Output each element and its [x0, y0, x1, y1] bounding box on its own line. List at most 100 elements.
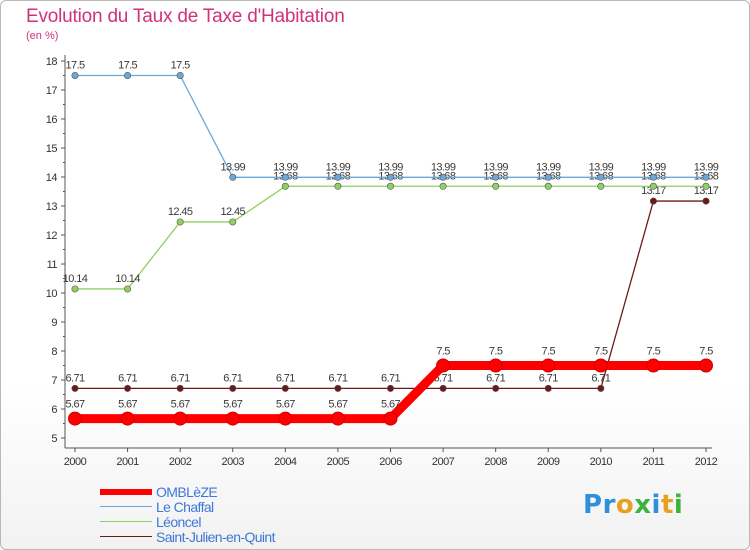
- data-label: 13.17: [694, 185, 719, 197]
- data-point: [176, 384, 184, 392]
- proxiti-logo: Proxiti: [583, 490, 683, 520]
- data-point: [281, 173, 289, 181]
- data-point: [278, 411, 293, 426]
- series-line: [74, 185, 707, 290]
- data-label: 7.5: [542, 346, 556, 358]
- data-point: [386, 173, 394, 181]
- y-tick-label: 8: [51, 346, 57, 358]
- data-point: [71, 285, 79, 293]
- legend-item: Le Chaffal: [100, 499, 275, 515]
- data-point: [544, 173, 552, 181]
- data-label: 7.5: [699, 346, 713, 358]
- data-label: 5.67: [223, 399, 242, 411]
- data-point: [649, 173, 657, 181]
- data-label: 13.99: [483, 161, 508, 173]
- data-point: [334, 384, 342, 392]
- data-point: [281, 384, 289, 392]
- data-label: 13.99: [378, 161, 403, 173]
- data-point: [699, 358, 713, 373]
- data-point: [229, 384, 237, 392]
- data-point: [124, 384, 132, 392]
- data-point: [702, 182, 710, 190]
- y-tick-label: 13: [46, 201, 58, 213]
- data-point: [541, 358, 556, 373]
- data-point: [334, 182, 342, 190]
- data-label: 13.99: [326, 161, 351, 173]
- chart-unit-label: (en %): [26, 30, 59, 42]
- legend-swatch-saint-julien: [100, 536, 152, 537]
- x-tick-label: 2012: [695, 456, 718, 468]
- data-label: 13.99: [694, 161, 719, 173]
- logo-letter: r: [602, 490, 616, 520]
- legend-swatch-le-chaffal: [100, 506, 152, 507]
- data-label: 5.67: [171, 399, 190, 411]
- data-point: [488, 358, 503, 373]
- data-point: [334, 173, 342, 181]
- data-point: [593, 358, 608, 373]
- data-point: [383, 411, 398, 426]
- logo-letter: t: [660, 490, 674, 520]
- data-point: [124, 285, 132, 293]
- series-line: [74, 200, 707, 390]
- data-label: 6.71: [276, 372, 295, 384]
- data-label: 13.17: [641, 185, 666, 197]
- legend-label: Léoncel: [156, 513, 201, 530]
- data-point: [71, 72, 79, 80]
- legend-item: Léoncel: [100, 513, 275, 530]
- y-tick-label: 6: [51, 404, 57, 416]
- data-point: [71, 384, 79, 392]
- data-point: [649, 182, 657, 190]
- y-tick-label: 10: [46, 288, 58, 300]
- data-label: 6.71: [328, 372, 347, 384]
- data-label: 5.67: [65, 399, 84, 411]
- legend-item: OMBLèZE: [100, 483, 275, 500]
- data-label: 13.99: [589, 161, 614, 173]
- logo-letter: P: [583, 490, 603, 520]
- x-tick-label: 2003: [222, 456, 245, 468]
- data-point: [330, 411, 345, 426]
- legend-swatch-leoncel: [100, 521, 152, 522]
- y-tick-label: 12: [46, 230, 58, 242]
- data-label: 13.99: [641, 161, 666, 173]
- data-point: [386, 384, 394, 392]
- data-point: [281, 182, 289, 190]
- data-label: 12.45: [168, 206, 193, 218]
- x-tick-label: 2010: [590, 456, 613, 468]
- legend: OMBLèZE Le Chaffal Léoncel Saint-Julien-…: [100, 483, 276, 545]
- data-point: [492, 173, 500, 181]
- data-label: 10.14: [115, 273, 140, 285]
- data-point: [176, 72, 184, 80]
- data-label: 17.5: [171, 60, 190, 72]
- data-point: [702, 197, 710, 205]
- chart-title: Evolution du Taux de Taxe d'Habitation: [26, 6, 345, 27]
- data-point: [597, 173, 605, 181]
- data-label: 5.67: [381, 399, 400, 411]
- data-label: 5.67: [118, 399, 137, 411]
- legend-swatch-omble-ze: [100, 488, 152, 495]
- data-label: 13.99: [431, 161, 456, 173]
- legend-item: Saint-Julien-en-Quint: [100, 529, 276, 545]
- data-point: [225, 411, 240, 426]
- y-tick-label: 17: [46, 85, 58, 97]
- data-point: [439, 384, 447, 392]
- x-tick-label: 2001: [116, 456, 139, 468]
- data-label: 17.5: [118, 60, 137, 72]
- data-point: [120, 411, 135, 426]
- data-point: [386, 182, 394, 190]
- data-label: 5.67: [276, 399, 295, 411]
- logo-letter: x: [634, 490, 652, 520]
- logo-letter: o: [615, 490, 635, 520]
- data-label: 6.71: [591, 372, 610, 384]
- y-tick-label: 14: [46, 172, 58, 184]
- y-tick-label: 11: [47, 259, 58, 271]
- data-point: [597, 384, 605, 392]
- y-tick-label: 7: [51, 375, 57, 387]
- y-tick-label: 18: [46, 56, 58, 68]
- data-point: [649, 197, 657, 205]
- legend-label: OMBLèZE: [156, 483, 218, 500]
- data-point: [702, 173, 710, 181]
- x-tick-label: 2000: [64, 456, 87, 468]
- logo-letter: i: [651, 490, 661, 520]
- y-tick-label: 9: [51, 317, 57, 329]
